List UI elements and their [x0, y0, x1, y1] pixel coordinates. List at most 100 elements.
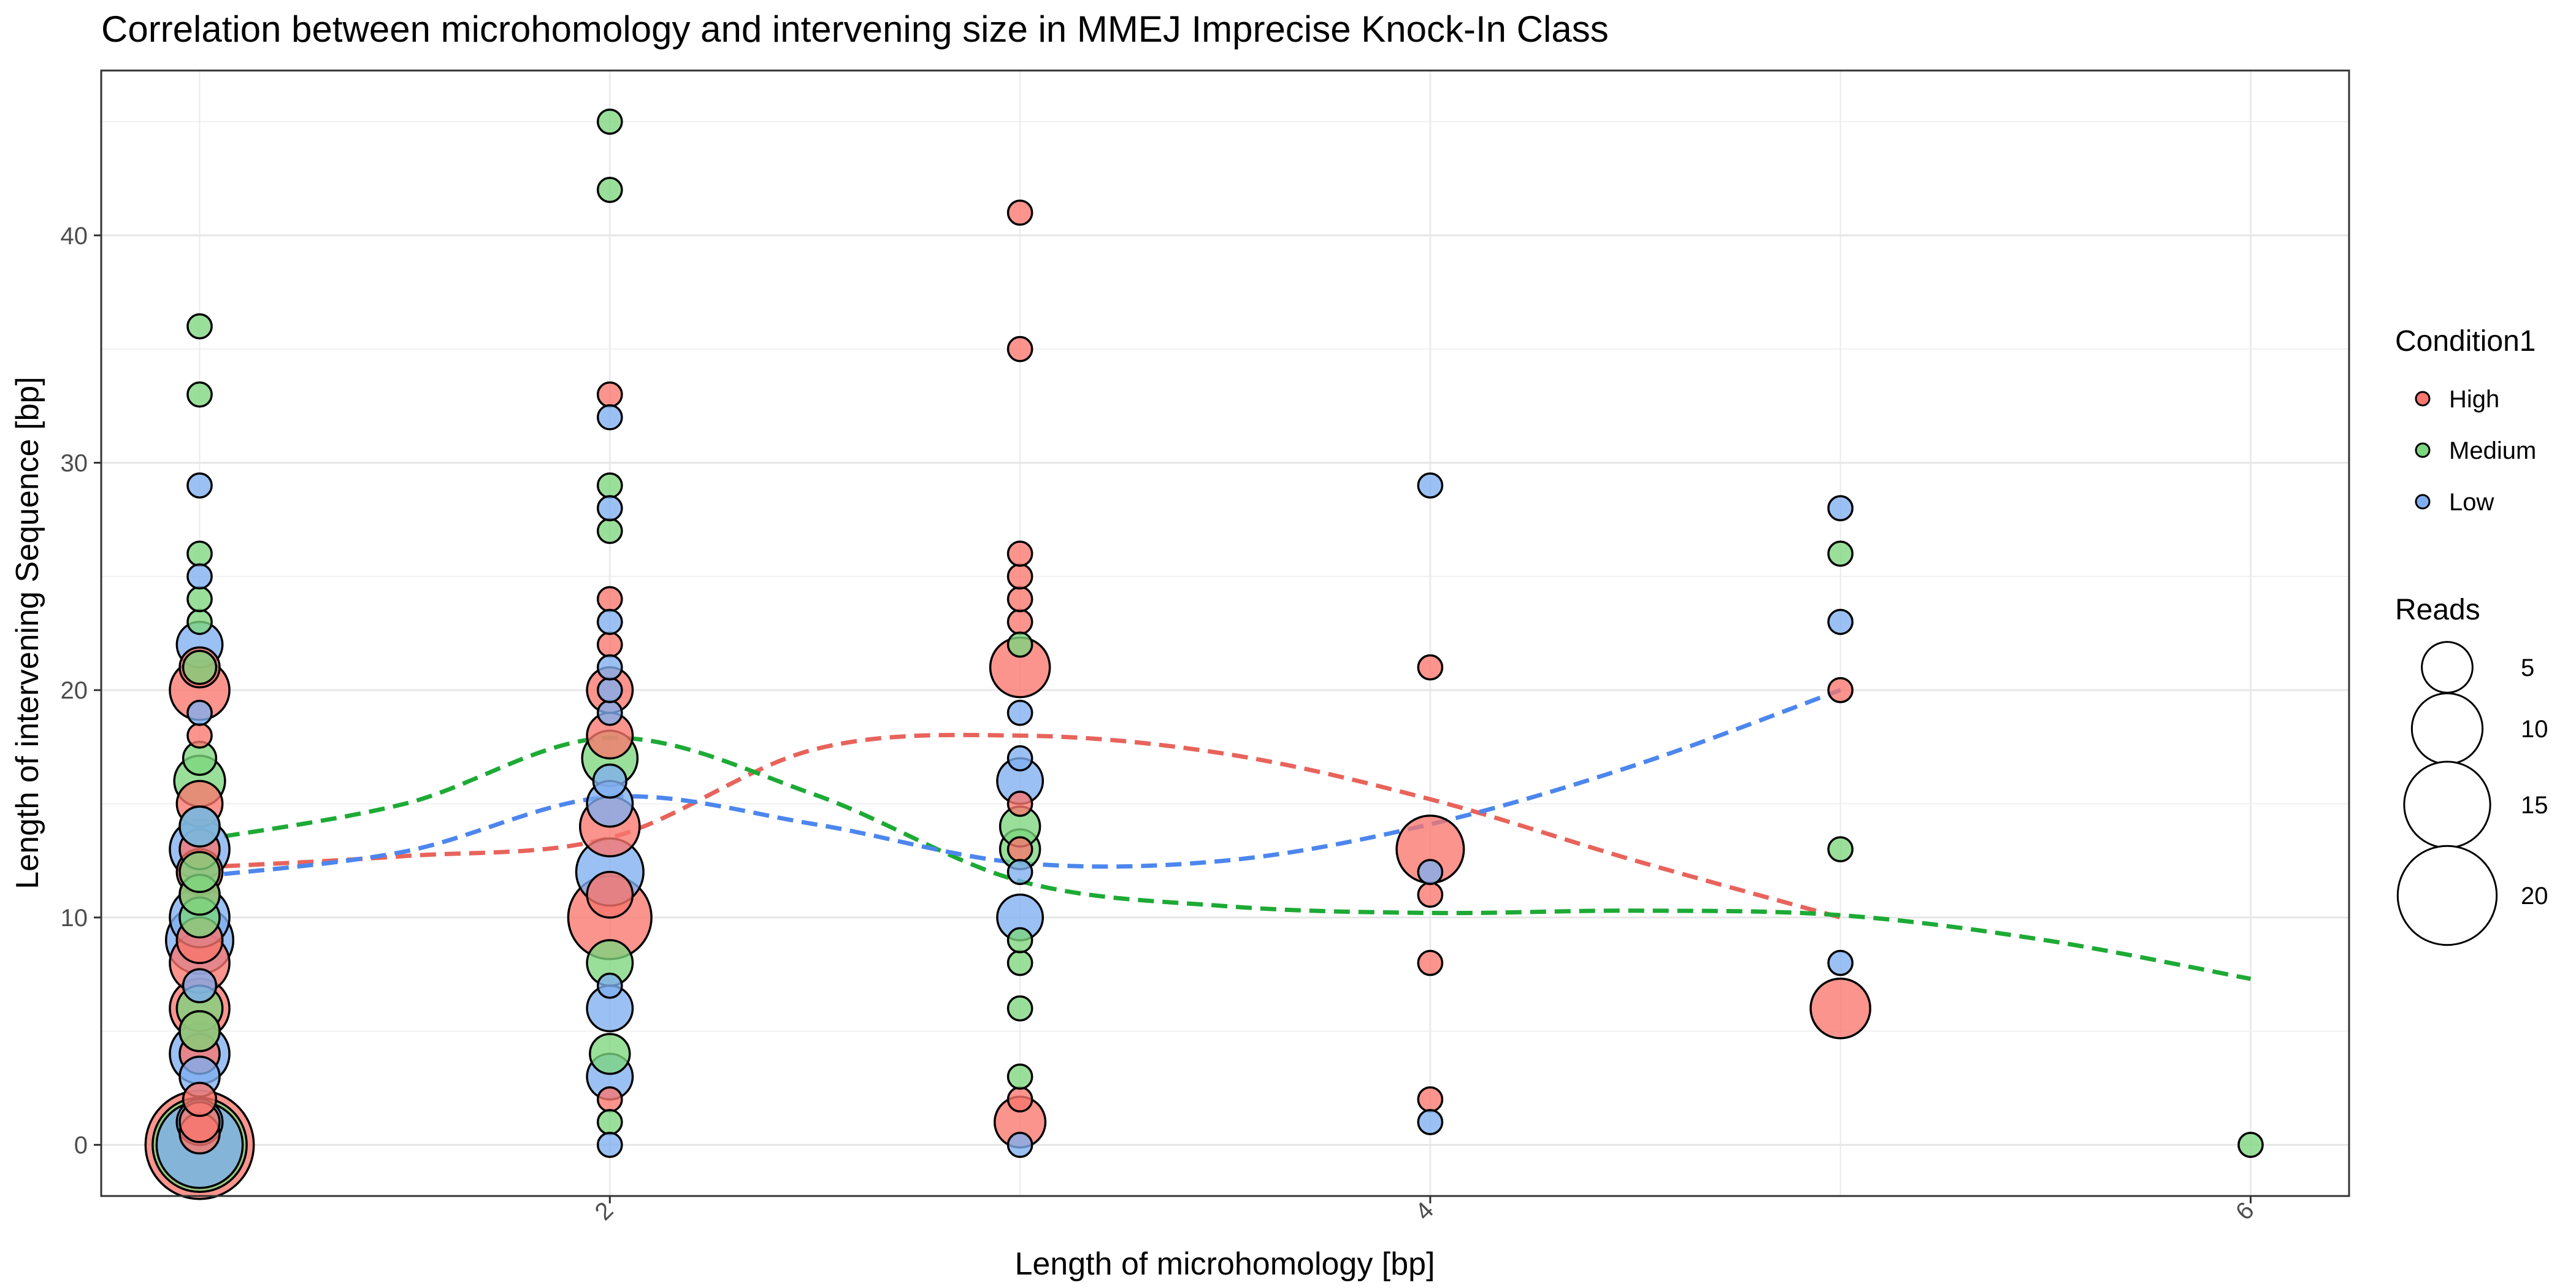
data-point-high	[186, 722, 213, 749]
legend-color-items: High Medium Low	[2415, 386, 2536, 516]
data-point-high	[1417, 1086, 1444, 1113]
data-point-high	[1006, 608, 1033, 635]
legend-size-label: 20	[2521, 883, 2548, 910]
data-point-medium	[1827, 540, 1854, 567]
legend-size-circle	[2410, 692, 2484, 765]
data-point-medium	[182, 650, 218, 685]
y-tick-label: 30	[61, 450, 88, 477]
plot-background	[101, 71, 2349, 1196]
data-point-low	[596, 677, 623, 703]
legend-label-high: High	[2449, 386, 2499, 413]
data-point-low	[1006, 1132, 1033, 1158]
data-point-high	[1006, 335, 1033, 362]
data-point-medium	[1006, 949, 1033, 976]
data-point-medium	[186, 608, 213, 635]
data-point-high	[1006, 836, 1033, 863]
data-point-medium	[596, 472, 623, 499]
data-point-medium	[596, 518, 623, 545]
legend-size-circle	[2396, 845, 2498, 946]
data-point-medium	[1006, 631, 1033, 658]
legend-size-circle	[2403, 761, 2491, 849]
x-axis: 2 4 6	[590, 1196, 2260, 1225]
data-point-medium	[178, 851, 221, 893]
data-point-low	[1417, 859, 1444, 886]
y-axis: 0 10 20 30 40	[61, 223, 101, 1159]
smooth-line-medium	[199, 735, 2252, 981]
data-point-low	[596, 1132, 623, 1158]
data-point-low	[178, 805, 221, 848]
data-point-low	[1417, 472, 1444, 499]
data-point-low	[1006, 745, 1033, 772]
data-point-high	[1417, 881, 1444, 908]
data-point-medium	[186, 540, 213, 567]
legend-label-medium: Medium	[2449, 437, 2536, 464]
data-points	[144, 109, 2264, 1200]
data-point-medium	[1006, 995, 1033, 1022]
data-point-low	[1827, 949, 1854, 976]
legend-label-low: Low	[2449, 489, 2494, 516]
data-point-low	[592, 763, 627, 799]
x-axis-title: Length of microhomology [bp]	[1014, 1246, 1435, 1282]
data-point-high	[1809, 977, 1872, 1040]
data-point-high	[596, 586, 623, 613]
data-point-low	[596, 495, 623, 521]
data-point-low	[596, 654, 623, 681]
chart-title: Correlation between microhomology and in…	[101, 9, 1609, 50]
data-point-low	[596, 608, 623, 635]
data-point-high	[596, 1086, 623, 1113]
data-point-low	[182, 968, 218, 1003]
data-point-low	[186, 563, 213, 590]
legend-size-title: Reads	[2395, 594, 2480, 626]
data-point-low	[1827, 495, 1854, 521]
legend-size-label: 5	[2521, 654, 2534, 681]
y-tick-label: 40	[61, 223, 88, 250]
legend: Condition1 High Medium Low Reads 5 10 15 20	[2395, 325, 2548, 946]
data-point-low	[186, 472, 213, 499]
data-point-high	[1827, 677, 1854, 703]
data-point-medium	[186, 381, 213, 408]
data-point-high	[1006, 586, 1033, 613]
data-point-medium	[1006, 927, 1033, 954]
legend-swatch-medium	[2415, 442, 2431, 458]
data-point-medium	[1006, 1064, 1033, 1090]
grid-major	[101, 71, 2349, 1196]
smooth-line-high	[199, 732, 1841, 920]
data-point-medium	[2237, 1132, 2264, 1158]
data-point-low	[1006, 859, 1033, 886]
legend-size-circle	[2421, 641, 2474, 694]
data-point-high	[1417, 949, 1444, 976]
data-point-low	[596, 404, 623, 431]
y-axis-title: Length of intervening Sequence [bp]	[10, 377, 45, 889]
data-point-high	[596, 631, 623, 658]
data-point-low	[596, 699, 623, 726]
y-tick-label: 20	[61, 677, 88, 704]
legend-swatch-high	[2415, 391, 2431, 407]
data-point-high	[596, 381, 623, 408]
data-point-low	[1827, 608, 1854, 635]
data-point-medium	[589, 1033, 631, 1075]
data-point-low	[1417, 1109, 1444, 1135]
data-point-medium	[596, 1109, 623, 1135]
data-point-medium	[186, 313, 213, 340]
x-tick-label: 2	[590, 1197, 619, 1225]
x-tick-label: 6	[2231, 1197, 2260, 1225]
legend-size-items: 5 10 15 20	[2396, 641, 2548, 946]
data-point-high	[586, 870, 634, 919]
data-point-medium	[178, 1010, 221, 1052]
plot-border	[100, 69, 2350, 1197]
data-point-high	[1006, 199, 1033, 226]
data-point-high	[182, 1081, 218, 1117]
y-tick-label: 10	[61, 905, 88, 932]
data-point-low	[596, 972, 623, 999]
y-tick-label: 0	[74, 1132, 88, 1159]
x-tick-label: 4	[1410, 1197, 1439, 1225]
data-point-high	[1006, 791, 1033, 817]
data-point-high	[1006, 540, 1033, 567]
data-point-high	[1006, 1086, 1033, 1113]
data-point-low	[186, 699, 213, 726]
data-point-high	[1417, 654, 1444, 681]
legend-size-label: 15	[2521, 792, 2548, 819]
data-point-medium	[186, 586, 213, 613]
legend-color-title: Condition1	[2395, 325, 2536, 358]
